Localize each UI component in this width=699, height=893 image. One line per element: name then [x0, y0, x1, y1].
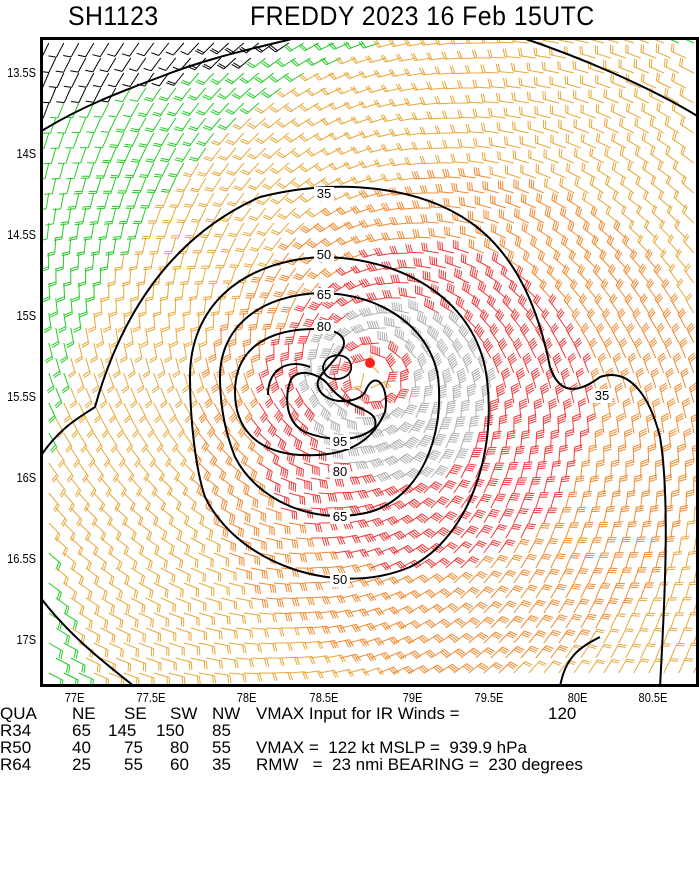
row-label: R34: [0, 721, 32, 740]
table-row: R64 25 55 60 35 RMW = 23 nmi BEARING = 2…: [0, 756, 699, 773]
wind-field-plot: 35 50 65 80 95 80 65 50 35: [40, 37, 699, 687]
rmw-bearing-text: RMW = 23 nmi BEARING = 230 degrees: [256, 755, 583, 774]
se-contour: [559, 636, 601, 687]
table-header-row: QUA NE SE SW NW VMAX Input for IR Winds …: [0, 705, 699, 722]
y-tick-label: 16S: [16, 470, 36, 485]
storm-title: FREDDY 2023 16 Feb 15UTC: [250, 1, 595, 31]
contour-80b: [267, 363, 311, 396]
y-tick-label: 13.5S: [7, 65, 36, 80]
cell-value: 145: [108, 721, 137, 740]
storm-id: SH1123: [68, 1, 159, 31]
y-tick-label: 17S: [16, 632, 36, 647]
cell-value: 60: [170, 755, 189, 774]
label-50-bottom: 50: [333, 572, 347, 587]
contour-35: [40, 185, 667, 687]
ne-corner-contour: [40, 37, 301, 133]
eye-contour: [322, 354, 353, 380]
row-label: R50: [0, 738, 32, 757]
wind-barbs: [40, 37, 699, 687]
wind-contours: [40, 37, 699, 687]
cell-value: 85: [212, 721, 231, 740]
y-tick-label: 14.5S: [7, 227, 36, 242]
col-se: SE: [124, 704, 147, 723]
row-label: R64: [0, 755, 32, 774]
label-50-top: 50: [317, 247, 331, 262]
x-tick-label: 80E: [567, 690, 588, 705]
x-tick-label: 78E: [236, 690, 257, 705]
col-sw: SW: [170, 704, 198, 723]
contour-labels: 35 50 65 80 95 80 65 50 35: [314, 186, 612, 587]
x-tick-label: 80.5E: [638, 690, 668, 705]
col-ne: NE: [72, 704, 96, 723]
cell-value: 35: [212, 755, 231, 774]
table-row: R34 65 145 150 85: [0, 722, 699, 739]
ne-edge-contour: [519, 37, 699, 118]
cell-value: 150: [156, 721, 185, 740]
chart-title: SH1123 FREDDY 2023 16 Feb 15UTC: [0, 0, 699, 34]
col-quadrant: QUA: [0, 704, 37, 723]
label-35-top: 35: [317, 186, 331, 201]
y-tick-label: 14S: [16, 146, 36, 161]
x-tick-label: 77E: [64, 690, 85, 705]
cell-value: 55: [212, 738, 231, 757]
y-tick-label: 16.5S: [7, 551, 36, 566]
vmax-input-value: 120: [548, 704, 577, 723]
storm-center-marker: [365, 358, 375, 368]
x-tick-label: 79.5E: [474, 690, 504, 705]
contour-50: [188, 255, 490, 580]
label-65-top: 65: [317, 287, 331, 302]
plot-frame: [40, 37, 699, 687]
cell-value: 40: [72, 738, 91, 757]
label-35-east: 35: [595, 388, 609, 403]
cell-value: 65: [72, 721, 91, 740]
label-80-bottom: 80: [333, 464, 347, 479]
table-row: R50 40 75 80 55 VMAX = 122 kt MSLP = 939…: [0, 739, 699, 756]
cell-value: 75: [124, 738, 143, 757]
col-nw: NW: [212, 704, 241, 723]
contour-95: [286, 372, 377, 440]
x-tick-label: 77.5E: [136, 690, 166, 705]
y-tick-label: 15S: [16, 308, 36, 323]
label-65-bottom: 65: [333, 509, 347, 524]
cell-value: 25: [72, 755, 91, 774]
cell-value: 80: [170, 738, 189, 757]
vmax-input-label: VMAX Input for IR Winds =: [256, 704, 460, 723]
x-tick-label: 79E: [402, 690, 423, 705]
cell-value: 55: [124, 755, 143, 774]
vmax-mslp-text: VMAX = 122 kt MSLP = 939.9 hPa: [256, 738, 527, 757]
contour-35-west: [40, 596, 136, 687]
y-tick-label: 15.5S: [7, 389, 36, 404]
label-95: 95: [333, 434, 347, 449]
contour-65: [218, 291, 441, 517]
x-tick-label: 78.5E: [309, 690, 339, 705]
label-80-top: 80: [317, 319, 331, 334]
